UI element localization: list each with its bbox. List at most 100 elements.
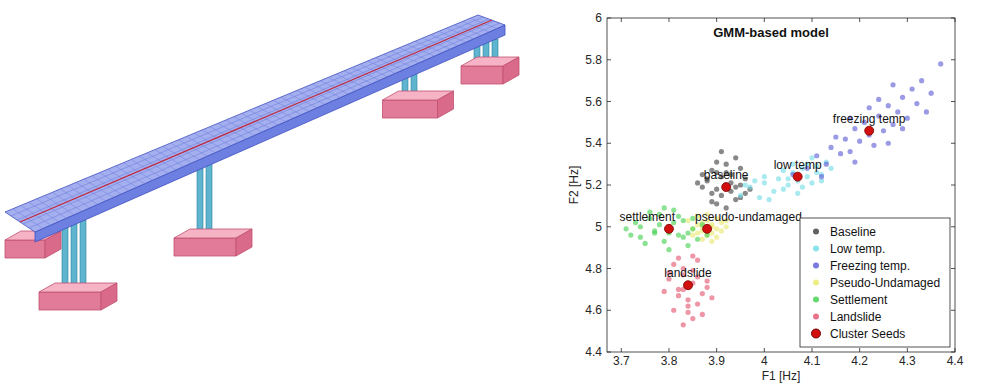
scatter-point (685, 310, 690, 315)
scatter-point (695, 258, 700, 263)
scatter-point (700, 291, 705, 296)
x-tick (907, 348, 908, 352)
y-tick (951, 101, 955, 102)
y-tick (951, 226, 955, 227)
scatter-point (819, 174, 824, 179)
deck-top (5, 15, 505, 232)
seed-label: low temp (774, 158, 822, 172)
scatter-point (733, 197, 738, 202)
pier-column (62, 221, 68, 286)
scatter-point (852, 126, 857, 131)
deck-mesh (11, 17, 483, 216)
legend-label: Settlement (830, 293, 888, 307)
x-tick-label: 4 (761, 354, 768, 368)
scatter-point (681, 218, 686, 223)
x-tick-label: 3.8 (661, 354, 678, 368)
scatter-point (762, 174, 767, 179)
scatter-point (681, 235, 686, 240)
y-tick (951, 185, 955, 186)
y-tick-label: 5.6 (585, 95, 602, 109)
scatter-point (690, 316, 695, 321)
scatter-point (690, 226, 695, 231)
y-tick (607, 226, 611, 227)
seed-point (664, 224, 673, 233)
scatter-point (681, 322, 686, 327)
scatter-point (809, 180, 814, 185)
scatter-point (700, 312, 705, 317)
legend-label: Freezing temp. (830, 259, 910, 273)
scatter-point (766, 197, 771, 202)
legend: BaselineLow temp.Freezing temp.Pseudo-Un… (800, 218, 950, 347)
foundation-front (39, 292, 101, 310)
y-tick (607, 185, 611, 186)
deck-mesh (17, 19, 489, 220)
scatter-point (714, 159, 719, 164)
scatter-point (690, 253, 695, 258)
pier-column (197, 161, 203, 232)
y-tick (951, 143, 955, 144)
y-tick-label: 4.6 (585, 303, 602, 317)
x-tick-label: 4.4 (947, 354, 964, 368)
y-tick (607, 101, 611, 102)
foundation-side (236, 229, 252, 256)
legend-marker (813, 280, 819, 286)
scatter-point (900, 126, 905, 131)
scatter-point (828, 145, 833, 150)
scatter-point (881, 128, 886, 133)
deck-mesh (23, 21, 494, 224)
scatter-point (685, 297, 690, 302)
scatter-point (909, 86, 914, 91)
foundation-front (383, 100, 438, 118)
scatter-point (805, 174, 810, 179)
x-axis-label: F1 [Hz] (762, 369, 801, 383)
scatter-point (671, 308, 676, 313)
scatter-point (685, 303, 690, 308)
y-tick-label: 5.2 (585, 178, 602, 192)
scatter-point (700, 184, 705, 189)
x-tick (764, 18, 765, 22)
foundation (5, 231, 61, 258)
seed-label: baseline (704, 168, 749, 182)
foundation-front (174, 238, 236, 256)
scatter-point (824, 162, 829, 167)
scatter-point (638, 235, 643, 240)
scatter-point (628, 233, 633, 238)
x-tick (621, 348, 622, 352)
x-tick-label: 4.1 (804, 354, 821, 368)
y-tick (951, 59, 955, 60)
scatter-point (781, 187, 786, 192)
scatter-point (762, 180, 767, 185)
seed-label: landslide (664, 266, 712, 280)
x-tick (859, 18, 860, 22)
seed-point (722, 183, 731, 192)
y-axis-label: F2 [Hz] (567, 166, 581, 205)
scatter-point (714, 187, 719, 192)
legend-marker (812, 329, 821, 338)
scatter-point (690, 226, 695, 231)
scatter-point (652, 228, 657, 233)
scatter-point (852, 159, 857, 164)
y-tick-label: 4.8 (585, 262, 602, 276)
figure: 3.73.83.944.14.24.34.44.44.64.855.25.45.… (0, 0, 987, 384)
scatter-point (676, 214, 681, 219)
series (662, 253, 715, 327)
legend-label: Pseudo-Undamaged (830, 276, 940, 290)
series (695, 149, 753, 211)
scatter-point (828, 166, 833, 171)
foundation (383, 91, 454, 118)
scatter-point (771, 189, 776, 194)
deck-centerline (20, 20, 492, 222)
foundation (174, 229, 252, 256)
scatter-point (685, 218, 690, 223)
x-tick (811, 348, 812, 352)
x-tick-label: 3.9 (708, 354, 725, 368)
seed-label: freezing temp (833, 112, 906, 126)
scatter-point (757, 195, 762, 200)
scatter-point (719, 228, 724, 233)
y-tick-label: 5.4 (585, 136, 602, 150)
foundation-front (5, 240, 45, 258)
scatter-point (929, 91, 934, 96)
y-tick-label: 4.4 (585, 345, 602, 359)
scatter-point (776, 176, 781, 181)
x-tick-label: 4.2 (851, 354, 868, 368)
